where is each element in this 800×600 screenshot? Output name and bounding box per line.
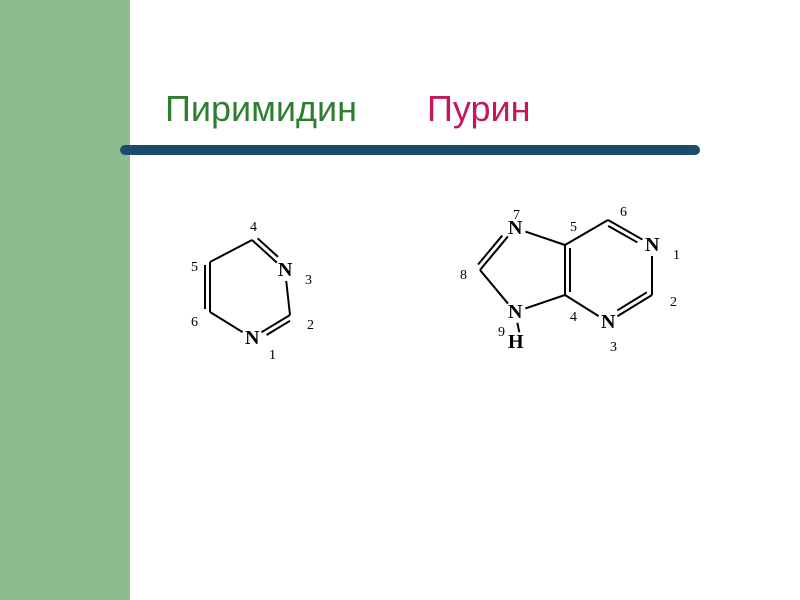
- atom-number: 1: [673, 248, 680, 264]
- atom-number: 2: [307, 318, 314, 334]
- atom-number: 9: [498, 325, 505, 341]
- main-content: Пиримидин Пурин N12N3456 N12N3456N78N9H: [130, 0, 800, 600]
- title-purine: Пурин: [427, 88, 530, 129]
- atom-number: 6: [191, 315, 198, 331]
- atom-number: 6: [620, 205, 627, 221]
- atom-number: 5: [570, 220, 577, 236]
- atom-label: H: [508, 331, 524, 354]
- purine-diagram: N12N3456N78N9H: [420, 200, 720, 400]
- atom-number: 8: [460, 268, 467, 284]
- atom-label: N: [645, 234, 659, 257]
- divider-line: [120, 145, 700, 155]
- atom-number: 4: [570, 310, 577, 326]
- atom-number: 7: [513, 208, 520, 224]
- atom-label: N: [601, 311, 615, 334]
- atom-label: N: [278, 259, 292, 282]
- atom-number: 3: [305, 273, 312, 289]
- atom-label: N: [508, 301, 522, 324]
- atom-number: 5: [191, 260, 198, 276]
- title-pyrimidine: Пиримидин: [165, 88, 357, 129]
- atom-number: 2: [670, 295, 677, 311]
- atom-label: N: [245, 327, 259, 350]
- pyrimidine-diagram: N12N3456: [185, 210, 385, 410]
- atom-number: 1: [269, 348, 276, 364]
- atom-number: 3: [610, 340, 617, 356]
- pyrimidine-svg: [185, 210, 385, 410]
- atom-number: 4: [250, 220, 257, 236]
- title-row: Пиримидин Пурин: [165, 88, 530, 130]
- divider: [130, 140, 720, 160]
- green-sidebar-panel: [0, 0, 130, 600]
